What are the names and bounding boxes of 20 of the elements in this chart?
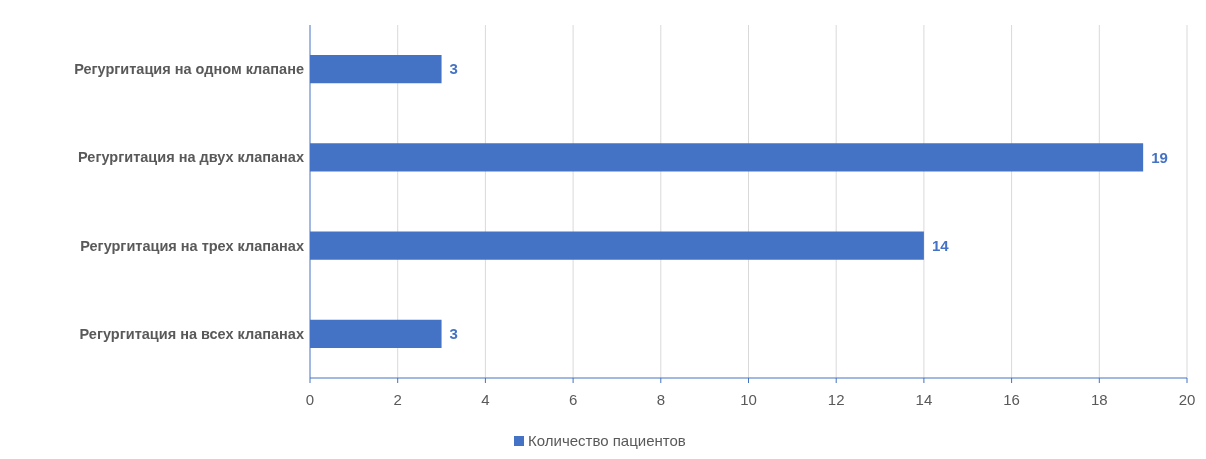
data-label: 3 [449,60,458,78]
x-tick-label: 20 [1178,391,1196,408]
x-tick-label: 8 [656,391,665,408]
data-label: 3 [449,325,458,343]
x-tick-label: 6 [568,391,578,408]
y-tick-label: Регургитация на всех клапанах [79,325,304,342]
x-tick-label: 4 [481,391,490,408]
x-tick-label: 10 [740,391,757,408]
x-tick-label: 2 [393,391,402,408]
y-tick-label: Регургитация на двух клапанах [78,149,304,166]
x-tick-label: 14 [915,391,933,408]
legend-label: Количество пациентов [528,432,686,450]
y-tick-label: Регургитация на трех клапанах [80,237,304,254]
y-tick-label: Регургитация на одном клапане [74,61,304,78]
x-tick-label: 12 [827,391,845,408]
x-tick-label: 18 [1090,391,1108,408]
x-tick-label: 16 [1003,391,1020,408]
data-label: 19 [1151,148,1168,166]
x-tick-label: 0 [305,391,315,408]
data-label: 14 [931,236,950,254]
